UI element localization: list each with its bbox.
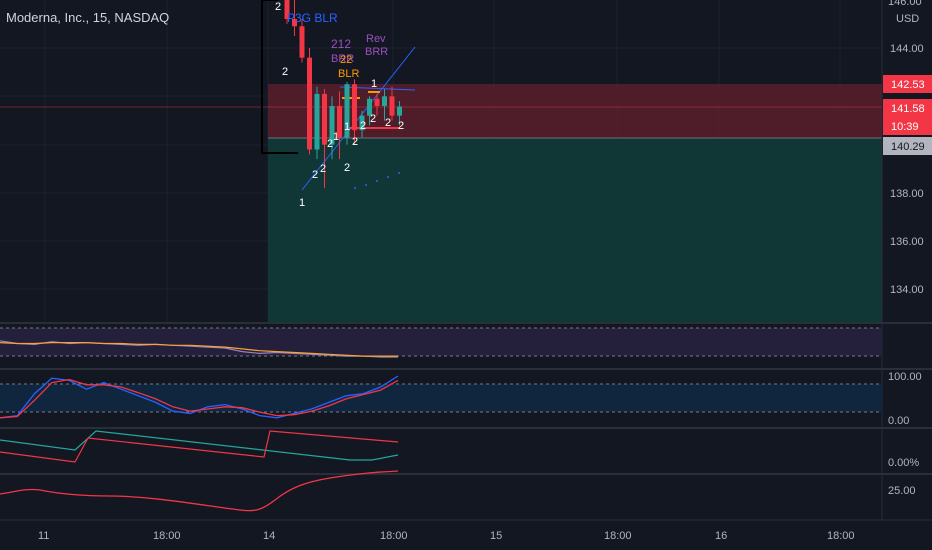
pane3-axis-label: 0.00% [888,457,919,469]
candle-body [307,57,312,150]
candle-body [397,106,402,116]
bar-count-label: 2 [370,113,376,125]
time-axis-label: 18:00 [604,530,632,542]
candle-body [329,106,335,145]
stoch-axis-low-label: 0.00 [888,415,909,427]
candle-body [284,0,290,20]
candle-body [382,96,387,106]
annotation-rev: Rev [366,33,386,45]
price-tick: 144.00 [890,43,924,55]
price-badge [883,75,932,93]
stoch-axis-label: 100.00 [888,371,922,383]
annotation-top-digit: 2 [275,1,281,13]
price-badge [883,117,932,135]
price-badge [883,137,932,155]
annotation-blr: BLR [338,68,359,80]
price-badge-label: 10:39 [891,121,919,133]
price-ticks: 144.00 138.00 136.00 134.00 [890,43,924,296]
bar-count-label: 2 [282,66,288,78]
candle-body [389,96,395,116]
annotation-brr-partial: BRR [331,53,354,65]
annotation-212: 212 [331,37,351,51]
stoch-pane-band [0,384,882,412]
bar-count-label: 1 [299,197,305,209]
bar-count-label: 2 [320,163,326,175]
range-box-drawing [261,0,298,154]
price-tick: 136.00 [890,236,924,248]
price-badge-label: 140.29 [891,141,925,153]
time-axis-label: 16 [715,530,727,542]
candle-body [374,98,380,106]
time-axis-label: 18:00 [153,530,181,542]
rsi-signal-line [0,342,398,357]
bar-count-label: 1 [344,121,350,133]
candle-body [299,26,305,58]
rsi-pane-band [0,328,882,356]
candle-body [337,106,342,138]
candles [284,0,402,189]
time-axis-label: 14 [263,530,275,542]
bar-count-label: 2 [360,120,366,132]
target-zone [268,138,882,322]
candle-body [352,84,357,131]
bar-count-label: 2 [312,169,318,181]
time-axis-label: 18:00 [827,530,855,542]
price-badges: 142.53 141.58 10:39 140.29 [883,75,932,155]
stoch-d-line [0,378,399,419]
price-axis-top-label: 146.00 [888,0,922,8]
candle-body [359,115,365,131]
price-tick: 138.00 [890,188,924,200]
pane3-red-line [0,430,399,463]
bar-count-label: 2 [385,117,391,129]
bar-count-label: 1 [333,131,339,143]
bar-count-label: 2 [344,162,350,174]
pane4-red-curve [0,470,399,512]
bar-count-label: 2 [398,120,404,132]
candle-body [322,93,327,145]
dotted-projection [354,172,400,189]
price-badge-label: 141.58 [891,103,925,115]
time-axis-label: 15 [490,530,502,542]
price-badge-label: 142.53 [891,79,925,91]
candle-body [344,84,350,138]
candle-body [367,98,372,116]
time-axis-label: 18:00 [380,530,408,542]
annotation-p3g-blr: P3G BLR [287,11,338,25]
price-tick: 134.00 [890,284,924,296]
trendline-up [301,46,416,191]
annotation-brr: BRR [365,46,388,58]
bar-count-label: 2 [352,136,358,148]
pane3-teal-line [0,430,399,461]
annotation-22: 22 [340,54,352,66]
bar-count-label: 2 [327,138,333,150]
bar-count-label: 1 [371,78,377,90]
candle-body [292,19,297,27]
symbol-title[interactable]: Moderna, Inc., 15, NASDAQ [6,10,170,25]
annotations: 2 P3G BLR 212 BRR 22 BLR Rev BRR [275,1,388,80]
candle-body [314,93,320,150]
pane4-axis-label: 25.00 [888,485,916,497]
price-axis-currency: USD [896,13,919,25]
time-axis-label: 11 [38,530,49,542]
price-badge [883,99,932,117]
time-axis[interactable]: 11 18:00 14 18:00 15 18:00 16 18:00 [38,530,855,542]
